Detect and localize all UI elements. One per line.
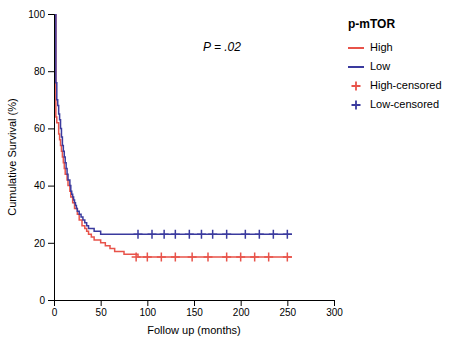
tick: 40 xyxy=(34,180,54,191)
censor-mark xyxy=(264,253,273,262)
legend-item: High xyxy=(348,41,393,53)
tick-mark xyxy=(48,71,54,72)
tick-label: 300 xyxy=(326,307,343,318)
marks xyxy=(54,14,292,262)
tick: 100 xyxy=(28,9,54,20)
axis-domain xyxy=(55,301,335,307)
censor-mark xyxy=(188,253,197,262)
tick-label: 100 xyxy=(28,9,45,20)
censor-mark xyxy=(157,253,166,262)
censor-mark xyxy=(222,230,231,239)
legend-title: p-mTOR xyxy=(348,17,395,31)
censor-mark xyxy=(204,253,213,262)
legend: p-mTOR High Low High-censored Low-censored xyxy=(348,17,442,110)
tick: 80 xyxy=(34,66,54,77)
tick-mark xyxy=(287,300,288,306)
tick-label: 50 xyxy=(96,307,108,318)
y-axis-title: Cumulative Survival (%) xyxy=(6,98,18,215)
tick-mark xyxy=(48,186,54,187)
legend-swatch xyxy=(352,101,361,110)
tick-label: 200 xyxy=(233,307,250,318)
legend-item: High-censored xyxy=(352,79,442,91)
tick: 20 xyxy=(34,238,54,249)
tick-label: 150 xyxy=(186,307,203,318)
tick-mark xyxy=(194,300,195,306)
legend-swatch xyxy=(348,47,364,49)
y-axis: 0 20 40 60 80 100 xyxy=(28,9,54,306)
censor-mark xyxy=(148,230,157,239)
x-axis: 0 50 100 150 200 250 300 xyxy=(52,300,344,318)
axis-domain xyxy=(48,15,55,301)
legend-item: Low-censored xyxy=(352,98,440,110)
tick-label: 20 xyxy=(34,238,46,249)
censor-mark xyxy=(160,230,169,239)
censor-mark xyxy=(283,253,292,262)
legend-label: High-censored xyxy=(370,79,442,91)
censor-mark xyxy=(134,230,143,239)
censor-mark xyxy=(208,230,217,239)
legend-swatch xyxy=(348,66,364,68)
censor-mark xyxy=(241,230,250,239)
tick-label: 60 xyxy=(34,123,46,134)
censor-mark xyxy=(250,253,259,262)
tick-mark xyxy=(48,243,54,244)
censor-mark xyxy=(222,253,231,262)
annotation: P = .02 xyxy=(203,40,241,54)
censor-mark xyxy=(185,230,194,239)
legend-label: High xyxy=(370,41,393,53)
tick-mark xyxy=(147,300,148,306)
censor-mark xyxy=(283,230,292,239)
legend-label: Low xyxy=(370,60,390,72)
censor-mark xyxy=(269,230,278,239)
tick-label: 0 xyxy=(52,307,58,318)
tick: 60 xyxy=(34,123,54,134)
tick-mark xyxy=(101,300,102,306)
tick-mark xyxy=(334,300,335,306)
tick-label: 0 xyxy=(39,295,45,306)
censor-mark xyxy=(143,253,152,262)
tick: 50 xyxy=(96,300,108,318)
tick: 200 xyxy=(233,300,250,318)
censor-mark xyxy=(236,253,245,262)
tick-mark xyxy=(48,14,54,15)
tick-label: 40 xyxy=(34,180,46,191)
tick: 300 xyxy=(326,300,343,318)
plot-area: 0 50 100 150 200 250 300 0 20 40 60 80 100 Follow up … xyxy=(6,9,343,336)
tick-label: 80 xyxy=(34,66,46,77)
survival-line xyxy=(54,14,292,234)
legend-label: Low-censored xyxy=(370,98,439,110)
tick: 100 xyxy=(139,300,156,318)
tick-mark xyxy=(48,300,54,301)
chart: 0 50 100 150 200 250 300 0 20 40 60 80 100 Follow up … xyxy=(0,0,474,342)
censor-mark xyxy=(132,253,141,262)
censor-mark xyxy=(171,230,180,239)
tick: 0 xyxy=(39,295,54,306)
survival-line xyxy=(54,14,292,257)
censor-mark xyxy=(197,230,206,239)
tick: 0 xyxy=(52,300,58,318)
legend-item: Low xyxy=(348,60,390,72)
censor-mark xyxy=(255,230,264,239)
tick-label: 250 xyxy=(279,307,296,318)
tick-label: 100 xyxy=(139,307,156,318)
tick-mark xyxy=(48,128,54,129)
tick-mark xyxy=(241,300,242,306)
tick: 250 xyxy=(279,300,296,318)
legend-swatch xyxy=(352,82,361,91)
x-axis-title: Follow up (months) xyxy=(147,324,241,336)
tick: 150 xyxy=(186,300,203,318)
censor-mark xyxy=(171,253,180,262)
